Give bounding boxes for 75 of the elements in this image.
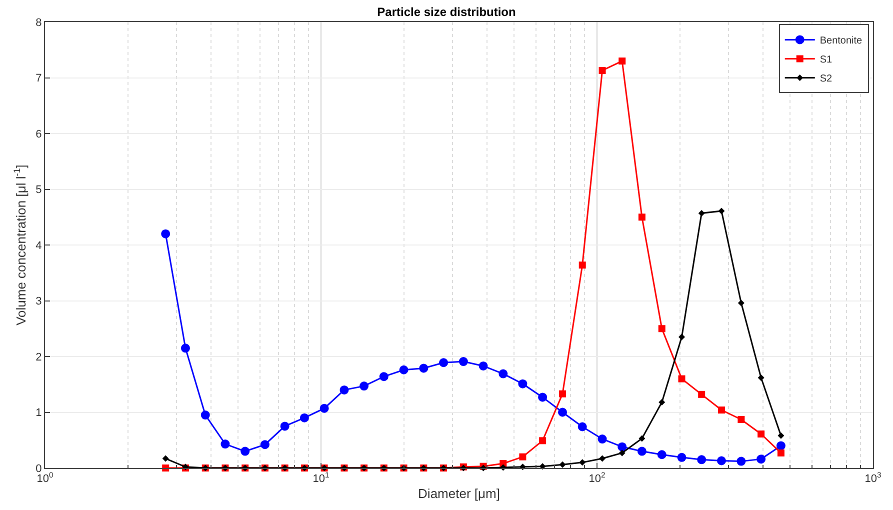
point [578,262,586,269]
point [697,455,706,464]
point [718,406,725,414]
point [698,390,706,398]
point [320,404,329,413]
point [776,441,786,450]
y-tick-label: 2 [36,351,42,364]
point [558,408,568,417]
legend-label: S2 [820,74,833,85]
point [638,435,646,442]
x-axis-title: Diameter [μm] [418,486,500,501]
point [658,398,666,406]
point [599,455,606,462]
point [478,361,488,370]
point [598,434,607,444]
point [162,455,169,462]
point [538,392,548,402]
point [161,229,170,238]
y-tick-label: 6 [36,128,42,140]
point [579,459,586,466]
point [598,67,606,74]
point [220,440,230,449]
point [419,364,428,373]
chart-title: Particle size distribution [377,5,516,20]
y-tick-label: 4 [36,240,42,252]
point [658,325,666,332]
x-tick-label: 10$^{2}$ [588,470,606,486]
point [578,422,587,432]
point [777,449,784,456]
point [180,344,190,353]
point [738,300,744,306]
point [637,446,646,456]
point [716,456,726,466]
point [618,450,626,456]
point [756,454,766,464]
point [559,390,566,398]
y-tick-label: 7 [36,72,42,85]
y-tick-label: 3 [36,296,42,308]
x-tick-label: 10$^{1}$ [312,470,330,486]
point [559,461,566,468]
point [399,365,408,374]
point [260,440,270,450]
point [758,374,764,381]
legend-label: Bentonite [820,36,863,47]
point [519,453,526,460]
x-tick-label: 10$^{3}$ [864,470,882,486]
point [738,416,745,423]
point [758,430,765,438]
point [618,442,627,452]
point [458,357,468,366]
legend-label: S1 [820,54,833,66]
y-tick-label: 1 [36,407,42,420]
point [678,334,685,340]
point [539,437,546,444]
point [200,410,210,420]
point [698,210,705,216]
point [379,372,388,382]
point [300,413,309,422]
point [280,422,290,431]
point [439,358,448,368]
point [678,375,686,382]
point [718,208,725,214]
point [778,432,784,439]
y-tick-label: 5 [36,184,42,196]
point [240,446,250,456]
point [677,452,686,462]
point [618,58,626,65]
point [340,385,349,394]
point [360,382,369,391]
point [657,450,666,460]
point [518,379,528,388]
y-tick-label: 8 [36,16,42,29]
point [736,456,746,466]
point [638,214,646,221]
point [498,369,508,378]
